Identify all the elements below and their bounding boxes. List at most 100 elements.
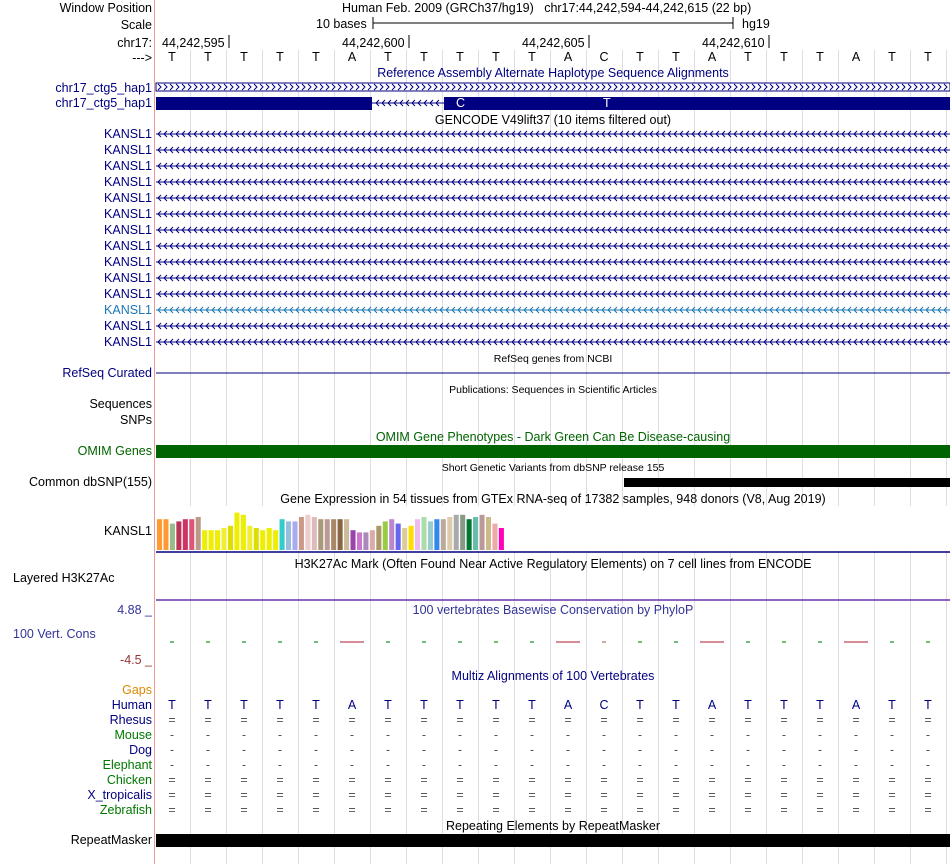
gencode-row-label[interactable]: KANSL1	[104, 223, 152, 237]
base-letter: T	[384, 50, 392, 64]
species-label[interactable]: Mouse	[114, 728, 152, 742]
alignment-cell: -	[169, 758, 175, 772]
strand-arrows	[157, 226, 948, 234]
species-label[interactable]: Zebrafish	[99, 803, 152, 817]
publications-label[interactable]: Sequences	[89, 397, 152, 411]
alignment-cell: T	[240, 698, 248, 712]
alignment-cell: =	[564, 803, 572, 817]
alignment-cell: =	[564, 713, 572, 727]
alignment-cell: =	[204, 803, 212, 817]
alignment-cell: =	[708, 713, 716, 727]
alignment-cell: =	[240, 788, 248, 802]
alignment-cell: =	[348, 788, 356, 802]
species-label[interactable]: X_tropicalis	[87, 788, 152, 802]
gencode-row-label[interactable]: KANSL1	[104, 335, 152, 349]
alt-haplotype-label[interactable]: chr17_ctg5_hap1	[55, 81, 152, 95]
gencode-row-label[interactable]: KANSL1	[104, 239, 152, 253]
conservation-label[interactable]: 100 Vert. Cons	[13, 627, 96, 641]
alignment-cell: =	[708, 773, 716, 787]
species-label[interactable]: Dog	[129, 743, 152, 757]
alignment-cell: =	[600, 773, 608, 787]
alignment-cell: -	[349, 743, 355, 757]
alignment-cell: -	[241, 743, 247, 757]
alignment-cell: =	[564, 788, 572, 802]
species-label[interactable]: Rhesus	[109, 713, 152, 727]
gencode-row-label[interactable]: KANSL1	[104, 127, 152, 141]
gencode-row-label[interactable]: KANSL1	[104, 303, 152, 317]
alignment-cell: =	[780, 788, 788, 802]
gtex-bar	[208, 530, 214, 550]
strand-arrows	[157, 274, 948, 282]
base-letter: T	[924, 50, 932, 64]
alt-haplotype-label[interactable]: chr17_ctg5_hap1	[55, 96, 152, 110]
window-position-label: Window Position	[59, 1, 152, 15]
alignment-cell: -	[277, 758, 283, 772]
dbsnp-label[interactable]: Common dbSNP(155)	[29, 475, 152, 489]
gencode-row-label[interactable]: KANSL1	[104, 319, 152, 333]
mismatch-base: C	[456, 96, 466, 110]
gtex-bar	[253, 528, 259, 550]
gtex-bar	[279, 519, 285, 550]
alignment-cell: -	[709, 743, 715, 757]
refseq-label[interactable]: RefSeq Curated	[62, 366, 152, 380]
alignment-cell: =	[528, 713, 536, 727]
base-letter: A	[851, 50, 861, 64]
alignment-cell: =	[780, 713, 788, 727]
gencode-row-label[interactable]: KANSL1	[104, 175, 152, 189]
alignment-cell: -	[601, 758, 607, 772]
gencode-row-label[interactable]: KANSL1	[104, 159, 152, 173]
alignment-cell: =	[744, 788, 752, 802]
alignment-cell: =	[348, 773, 356, 787]
gencode-row-label[interactable]: KANSL1	[104, 255, 152, 269]
repeatmasker-label[interactable]: RepeatMasker	[70, 833, 152, 847]
base-letter: T	[888, 50, 896, 64]
gencode-row-label[interactable]: KANSL1	[104, 191, 152, 205]
alignment-cell: =	[780, 773, 788, 787]
strand-arrows	[157, 178, 948, 186]
multiz-title: Multiz Alignments of 100 Vertebrates	[451, 669, 655, 683]
alignment-cell: =	[276, 773, 284, 787]
alignment-cell: =	[168, 773, 176, 787]
base-letter: T	[276, 50, 284, 64]
gencode-row-label[interactable]: KANSL1	[104, 143, 152, 157]
gtex-bar	[286, 521, 292, 550]
repeatmasker-bar	[156, 834, 950, 847]
alignment-cell: =	[672, 773, 680, 787]
alignment-cell: =	[204, 713, 212, 727]
conservation-title: 100 vertebrates Basewise Conservation by…	[412, 603, 694, 617]
publications-label[interactable]: SNPs	[120, 413, 152, 427]
alignment-cell: =	[456, 773, 464, 787]
h3k27ac-label[interactable]: Layered H3K27Ac	[13, 571, 115, 585]
gtex-bar	[298, 517, 304, 550]
gencode-row-label[interactable]: KANSL1	[104, 271, 152, 285]
gtex-bar	[363, 532, 369, 550]
alignment-cell: =	[888, 788, 896, 802]
base-letter: T	[816, 50, 824, 64]
alignment-cell: =	[672, 713, 680, 727]
gtex-bar	[492, 523, 498, 550]
gencode-row-label[interactable]: KANSL1	[104, 207, 152, 221]
gaps-label[interactable]: Gaps	[122, 683, 152, 697]
alignment-cell: T	[204, 698, 212, 712]
alignment-cell: =	[636, 713, 644, 727]
base-letter: T	[636, 50, 644, 64]
gencode-row-label[interactable]: KANSL1	[104, 287, 152, 301]
gtex-bar	[189, 519, 195, 550]
alignment-cell: -	[529, 728, 535, 742]
gtex-bar	[227, 525, 233, 550]
alignment-cell: =	[420, 773, 428, 787]
publications-title: Publications: Sequences in Scientific Ar…	[449, 384, 657, 396]
alignment-cell: =	[384, 803, 392, 817]
gtex-bar	[498, 528, 504, 550]
alignment-cell: T	[744, 698, 752, 712]
gtex-label[interactable]: KANSL1	[104, 524, 152, 538]
gtex-bar	[369, 530, 375, 550]
gtex-bar	[408, 525, 414, 550]
gtex-bar	[389, 519, 395, 550]
species-label[interactable]: Chicken	[106, 773, 152, 787]
species-label[interactable]: Elephant	[102, 758, 152, 772]
species-label[interactable]: Human	[111, 698, 152, 712]
omim-label[interactable]: OMIM Genes	[77, 444, 152, 458]
alignment-cell: -	[241, 728, 247, 742]
